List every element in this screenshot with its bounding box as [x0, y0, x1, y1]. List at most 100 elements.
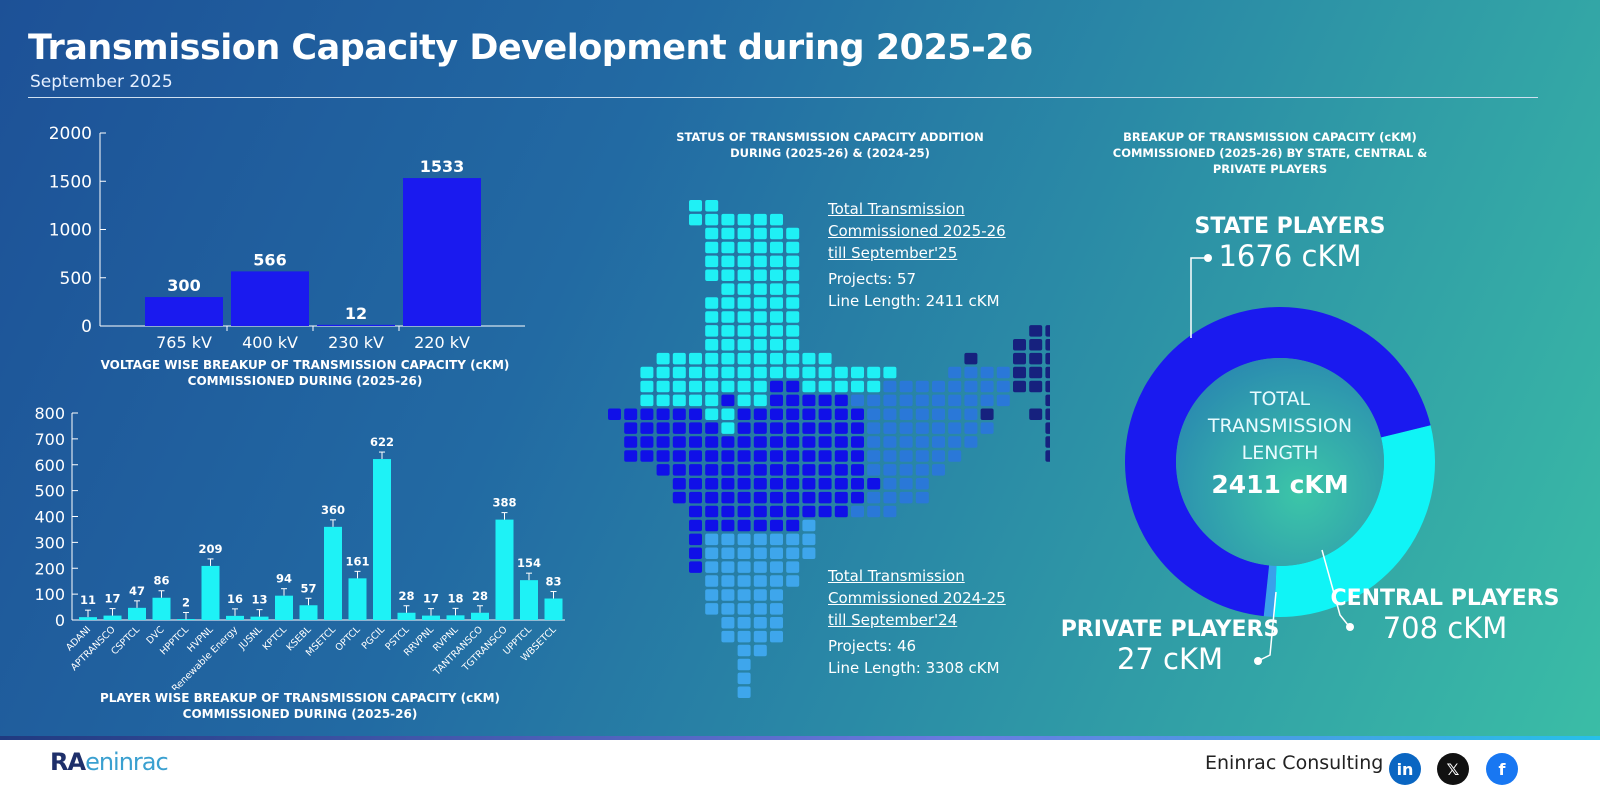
- tile-region-m: [948, 394, 962, 407]
- facebook-icon[interactable]: f: [1486, 753, 1518, 785]
- tile-2025-26: [737, 311, 751, 323]
- data-label: 57: [300, 581, 316, 595]
- data-label: 28: [472, 589, 488, 603]
- tile-2025-26: [689, 380, 702, 393]
- tile-region-b: [786, 394, 800, 407]
- tile-2025-26: [737, 325, 751, 337]
- tile-2025-26: [721, 269, 735, 281]
- tile-region-d: [1045, 339, 1050, 351]
- tile-2025-26: [721, 227, 735, 240]
- tile-region-b: [689, 436, 702, 448]
- tile-region-m: [915, 380, 929, 393]
- leader-line: [1259, 591, 1277, 661]
- tile-2025-26: [705, 297, 719, 309]
- tile-region-b: [689, 519, 702, 532]
- bar: [231, 271, 309, 326]
- x-tick-label: OPTCL: [333, 624, 363, 654]
- tile-region-d: [1029, 352, 1043, 365]
- tile-region-b: [705, 505, 719, 518]
- tile-2025-26: [721, 283, 735, 295]
- tile-region-m: [932, 408, 945, 420]
- tile-2025-26: [705, 394, 719, 407]
- tile-region-m: [899, 422, 913, 434]
- tile-region-b: [753, 422, 767, 434]
- tile-region-b: [753, 408, 767, 420]
- tile-region-m: [915, 478, 929, 490]
- tile-2025-26: [753, 311, 767, 323]
- tile-2025-26: [753, 394, 767, 407]
- heading-line: Commissioned 2025-26: [828, 222, 1006, 240]
- tile-region-m: [915, 464, 929, 476]
- data-label: 161: [345, 554, 369, 568]
- data-label: 2: [182, 595, 190, 609]
- tile-2025-26: [851, 366, 864, 379]
- tile-region-b: [851, 450, 864, 462]
- tile-region-m: [899, 394, 913, 407]
- tile-region-d: [1029, 366, 1043, 379]
- tile-region-b: [818, 450, 832, 462]
- page-subtitle: September 2025: [30, 72, 173, 92]
- tile-region-b: [770, 464, 783, 476]
- tile-2024-25: [786, 547, 800, 559]
- footer: RAeninrac Eninrac Consulting in 𝕏 f: [0, 740, 1600, 800]
- tile-region-b: [834, 491, 848, 504]
- tile-region-b: [656, 436, 670, 448]
- data-label: 47: [129, 584, 145, 598]
- data-label: 1533: [420, 157, 465, 176]
- tile-region-b: [689, 464, 702, 476]
- tile-region-m: [980, 422, 994, 434]
- tile-region-b: [737, 505, 751, 518]
- x-icon[interactable]: 𝕏: [1437, 753, 1469, 785]
- tile-region-m: [996, 380, 1010, 393]
- tile-2024-25: [770, 561, 783, 573]
- tile-2025-26: [640, 380, 654, 393]
- tile-2025-26: [656, 366, 670, 379]
- tile-2025-26: [705, 227, 719, 240]
- donut-center-fill: [1176, 358, 1384, 566]
- tile-region-m: [964, 380, 978, 393]
- tile-2025-26: [753, 213, 767, 226]
- tile-region-m: [964, 366, 978, 379]
- bar: [317, 324, 395, 326]
- y-tick-label: 800: [34, 404, 65, 423]
- tile-2024-25: [802, 519, 816, 532]
- tile-region-m: [964, 436, 978, 448]
- x-tick-label: KPTCL: [261, 624, 290, 653]
- tile-2024-25: [770, 603, 783, 615]
- tile-2025-26: [737, 269, 751, 281]
- data-label: 83: [545, 575, 561, 589]
- bar: [422, 615, 440, 620]
- tile-region-b: [818, 436, 832, 448]
- tile-2025-26: [737, 283, 751, 295]
- tile-2024-25: [753, 589, 767, 601]
- tile-2024-25: [737, 644, 751, 657]
- linkedin-icon[interactable]: in: [1389, 753, 1421, 785]
- tile-2025-26: [786, 283, 800, 295]
- tile-region-m: [883, 380, 897, 393]
- tile-region-d: [1029, 408, 1043, 420]
- tile-region-b: [624, 436, 638, 448]
- tile-2025-26: [721, 213, 735, 226]
- tile-2025-26: [737, 241, 751, 254]
- tile-2025-26: [786, 325, 800, 337]
- tile-region-b: [753, 450, 767, 462]
- tile-2025-26: [786, 352, 800, 365]
- tile-region-b: [834, 408, 848, 420]
- tile-2025-26: [705, 325, 719, 337]
- tile-region-m: [867, 491, 881, 504]
- tile-2024-25: [721, 603, 735, 615]
- tile-region-m: [915, 422, 929, 434]
- bar: [250, 616, 269, 620]
- tile-2024-25: [770, 630, 783, 643]
- bar: [299, 605, 318, 620]
- tile-region-b: [689, 491, 702, 504]
- heading-line: Total Transmission: [828, 567, 965, 585]
- players-donut-chart: [1125, 254, 1435, 665]
- tile-region-b: [721, 394, 735, 407]
- tile-2024-25: [737, 658, 751, 671]
- tile-2024-25: [770, 547, 783, 559]
- tile-region-b: [672, 436, 686, 448]
- tile-2025-26: [705, 269, 719, 281]
- tile-region-b: [672, 464, 686, 476]
- tile-2025-26: [721, 366, 735, 379]
